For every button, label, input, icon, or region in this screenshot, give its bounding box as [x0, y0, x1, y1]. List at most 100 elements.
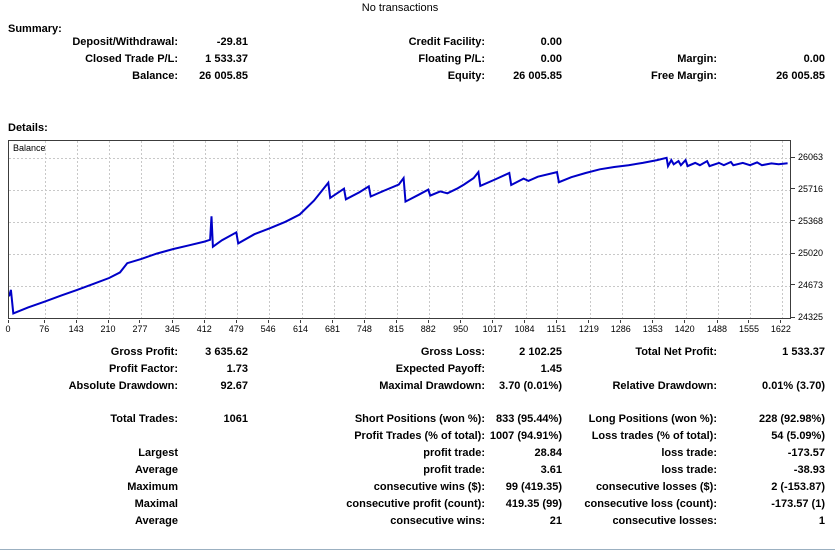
x-axis-label: 143	[68, 324, 84, 334]
x-axis-tick	[7, 320, 9, 323]
stat-value: -29.81	[216, 36, 248, 48]
x-axis-label: 1219	[578, 324, 599, 334]
x-axis-label: 76	[39, 324, 50, 334]
x-axis-label: 210	[100, 324, 116, 334]
x-axis-tick	[684, 320, 686, 323]
x-axis-label: 1488	[707, 324, 728, 334]
x-axis-tick	[332, 320, 333, 323]
x-axis-label: 345	[164, 324, 180, 334]
x-axis-tick	[300, 320, 302, 323]
x-axis-tick	[363, 320, 365, 323]
stat-value: 0.00	[540, 53, 562, 65]
x-axis-tick	[395, 320, 397, 323]
stat-label: consecutive profit (count):	[346, 498, 485, 510]
x-axis-label: 1151	[546, 324, 567, 334]
stat-value: 21	[549, 515, 562, 527]
stat-label: consecutive loss (count):	[584, 498, 717, 510]
stat-value: 1061	[223, 413, 248, 425]
stat-value: 228 (92.98%)	[758, 413, 825, 425]
x-axis-tick	[588, 320, 590, 323]
stat-value: 1007 (94.91%)	[489, 430, 562, 442]
chart-series-label: Balance	[13, 143, 46, 153]
stat-label: Long Positions (won %):	[588, 413, 717, 425]
stat-value: 1.73	[226, 363, 248, 375]
x-axis-tick	[427, 320, 429, 323]
stat-label: Gross Loss:	[420, 346, 485, 358]
stat-value: 3 635.62	[205, 346, 248, 358]
x-axis-label: 1353	[642, 324, 663, 334]
bottom-divider	[0, 549, 835, 550]
stat-value: 26 005.85	[776, 70, 825, 82]
stat-value: 0.00	[803, 53, 825, 65]
x-axis-label: 546	[260, 324, 276, 334]
stat-label: Equity:	[447, 70, 485, 82]
x-axis-label: 614	[293, 324, 309, 334]
balance-line	[9, 156, 788, 315]
stat-value: 419.35 (99)	[505, 498, 562, 510]
stat-value: 2 102.25	[519, 346, 562, 358]
x-axis-tick	[235, 320, 237, 323]
y-axis-tick	[791, 220, 795, 222]
x-axis-tick	[43, 320, 45, 323]
balance-chart: Balance	[8, 140, 791, 319]
stat-label: consecutive wins:	[390, 515, 485, 527]
x-axis-label: 1286	[610, 324, 631, 334]
stat-label: consecutive losses:	[612, 515, 717, 527]
stat-label: Total Net Profit:	[635, 346, 717, 358]
stat-label: Total Trades:	[110, 413, 178, 425]
x-axis-tick	[107, 320, 109, 323]
y-axis-label: 24325	[798, 312, 824, 322]
stat-label: Profit Trades (% of total):	[354, 430, 485, 442]
stat-label: Credit Facility:	[408, 36, 485, 48]
balance-chart-svg	[9, 141, 790, 318]
stat-label: Relative Drawdown:	[612, 380, 717, 392]
x-axis-label: 950	[453, 324, 469, 334]
stat-label: Deposit/Withdrawal:	[72, 36, 178, 48]
stat-value: -173.57	[787, 447, 825, 459]
stat-label: Expected Payoff:	[395, 363, 485, 375]
x-axis-tick	[716, 320, 718, 323]
y-axis-tick	[791, 188, 795, 190]
stat-label: Profit Factor:	[108, 363, 178, 375]
y-axis-tick	[791, 284, 795, 286]
x-axis-tick	[524, 320, 526, 323]
stat-value: 99 (419.35)	[505, 481, 562, 493]
x-axis-label: 0	[5, 324, 11, 334]
y-axis-tick	[791, 252, 795, 254]
x-axis-tick	[748, 320, 750, 323]
stat-label: Margin:	[677, 53, 717, 65]
stat-label: Floating P/L:	[418, 53, 485, 65]
x-axis-tick	[171, 320, 173, 323]
x-axis-tick	[203, 320, 205, 323]
stat-label: loss trade:	[661, 447, 717, 459]
stat-label: Gross Profit:	[110, 346, 178, 358]
stat-label: Closed Trade P/L:	[85, 53, 178, 65]
x-axis-tick	[620, 320, 622, 323]
no-transactions-text: No transactions	[361, 2, 439, 14]
stat-label: Maximal Drawdown:	[379, 380, 485, 392]
stat-label: Maximum	[127, 481, 178, 493]
stat-label: Maximal	[134, 498, 178, 510]
y-axis-label: 26063	[798, 152, 824, 163]
stat-value: 54 (5.09%)	[771, 430, 825, 442]
x-axis-label: 815	[388, 324, 404, 334]
stat-value: 3.61	[540, 464, 562, 476]
stat-label: Average	[134, 515, 178, 527]
y-axis-tick	[791, 316, 795, 318]
x-axis-tick	[460, 320, 462, 323]
stat-label: consecutive wins ($):	[373, 481, 485, 493]
stat-value: 1 533.37	[782, 346, 825, 358]
stat-label: Balance:	[132, 70, 178, 82]
stat-label: profit trade:	[423, 447, 485, 459]
x-axis-label: 882	[420, 324, 436, 334]
stat-value: 26 005.85	[513, 70, 562, 82]
stat-label: Free Margin:	[650, 70, 717, 82]
stat-label: Short Positions (won %):	[354, 413, 485, 425]
stat-label: consecutive losses ($):	[595, 481, 717, 493]
stat-value: 92.67	[220, 380, 248, 392]
stat-label: Loss trades (% of total):	[591, 430, 717, 442]
stat-label: Absolute Drawdown:	[68, 380, 178, 392]
x-axis-label: 1017	[482, 324, 503, 334]
stat-label: profit trade:	[423, 464, 485, 476]
x-axis-tick	[780, 320, 782, 323]
